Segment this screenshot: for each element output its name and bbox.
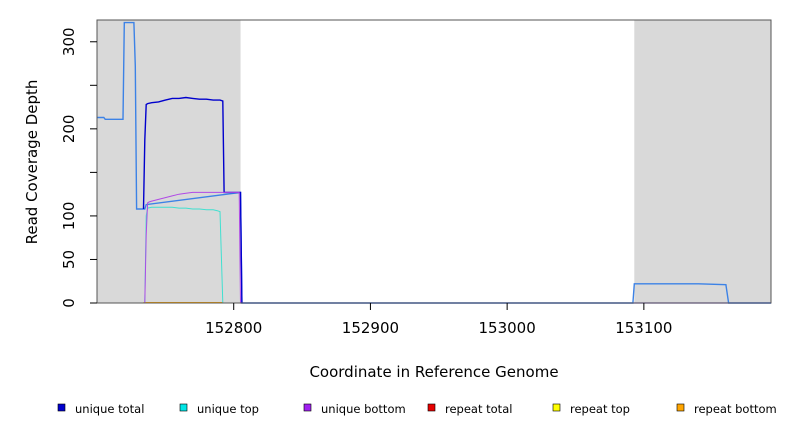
y-axis: 0 50 100 200 300 [60, 27, 97, 308]
x-tick-label-153000: 153000 [479, 319, 536, 337]
y-axis-title: Read Coverage Depth [23, 80, 41, 245]
unique-total-line [142, 96, 243, 304]
x-tick-label-153100: 153100 [615, 319, 672, 337]
y-tick-label-100: 100 [60, 202, 78, 231]
legend-swatch-unique-total [57, 403, 66, 412]
shaded-region-1 [97, 20, 241, 303]
y-tick-label-300: 300 [60, 27, 78, 56]
total-coverage-line [97, 21, 771, 304]
legend-label-unique-top: unique top [197, 402, 259, 416]
shaded-region-2 [634, 20, 771, 303]
unique-top-line [144, 206, 224, 304]
legend-label-repeat-bottom: repeat bottom [694, 402, 777, 416]
legend-label-repeat-top: repeat top [570, 402, 630, 416]
legend: unique total unique top unique bottom repea… [57, 402, 777, 416]
y-tick-label-0: 0 [60, 298, 78, 308]
legend-label-unique-bottom: unique bottom [321, 402, 406, 416]
x-tick-label-152900: 152900 [342, 319, 399, 337]
legend-label-unique-total: unique total [75, 402, 144, 416]
y-tick-label-50: 50 [60, 250, 78, 269]
legend-swatch-repeat-bottom [676, 403, 685, 412]
legend-label-repeat-total: repeat total [445, 402, 512, 416]
shaded-regions [97, 20, 771, 303]
legend-swatch-repeat-top [552, 403, 561, 412]
plot-frame [96, 19, 772, 304]
x-axis-title: Coordinate in Reference Genome [309, 363, 558, 381]
legend-swatch-repeat-total [427, 403, 436, 412]
legend-swatch-unique-bottom [303, 403, 312, 412]
x-axis: 152800 152900 153000 153100 [205, 303, 672, 337]
x-tick-label-152800: 152800 [205, 319, 262, 337]
y-tick-label-200: 200 [60, 115, 78, 144]
unique-bottom-line [144, 191, 241, 304]
legend-swatch-unique-top [179, 403, 188, 412]
